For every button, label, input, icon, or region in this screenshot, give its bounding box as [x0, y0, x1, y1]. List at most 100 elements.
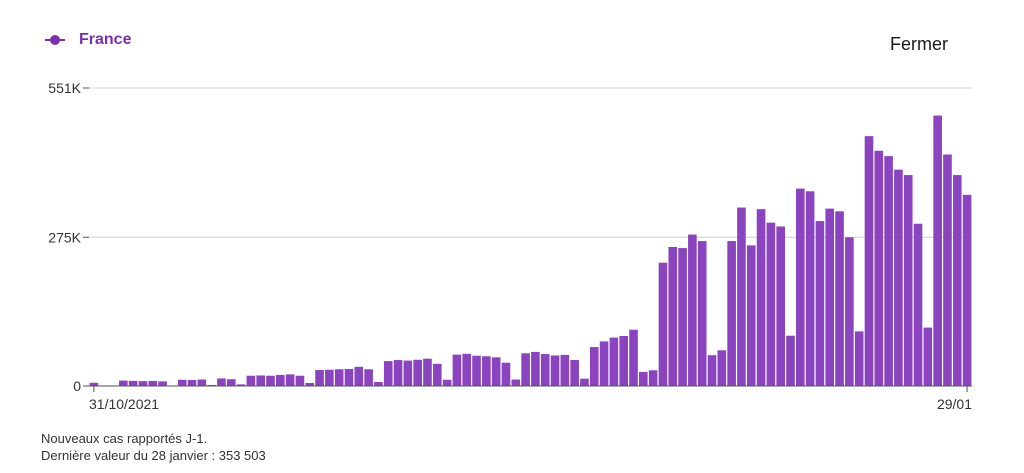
bar — [354, 366, 364, 386]
footnote-line-2: Dernière valeur du 28 janvier : 353 503 — [41, 448, 266, 463]
bar — [550, 355, 560, 386]
bar — [913, 223, 923, 386]
bar — [952, 175, 962, 386]
bar — [589, 347, 599, 386]
chart-legend: France — [45, 30, 131, 50]
bar — [442, 379, 452, 386]
bar — [158, 381, 167, 386]
bar — [894, 169, 903, 386]
x-tick-label-end: 29/01 — [937, 396, 972, 412]
bar — [776, 226, 785, 386]
footnote-line-1: Nouveaux cas rapportés J-1. — [41, 431, 208, 446]
bar — [697, 241, 707, 386]
bar — [943, 154, 952, 386]
bar — [452, 354, 462, 386]
bar — [246, 375, 256, 386]
bar — [393, 360, 403, 386]
bar — [648, 370, 658, 386]
bar — [315, 370, 324, 386]
bar — [511, 379, 521, 386]
x-tick-label-start: 31/10/2021 — [89, 396, 159, 412]
bar — [815, 221, 825, 386]
legend-series-label: France — [79, 31, 132, 48]
bar — [521, 353, 530, 386]
bar — [364, 369, 373, 386]
bar — [148, 380, 158, 386]
bar — [423, 358, 432, 386]
bar — [835, 211, 844, 386]
bar — [374, 381, 383, 386]
bar — [236, 384, 246, 386]
bar — [903, 175, 913, 386]
bar — [540, 354, 550, 386]
bar — [707, 355, 717, 386]
bar — [413, 359, 422, 386]
bar — [472, 355, 481, 386]
bar — [874, 150, 884, 386]
bar — [629, 329, 638, 386]
bar — [619, 335, 629, 386]
bar — [609, 337, 619, 386]
bar — [580, 378, 589, 386]
bar — [727, 241, 736, 386]
bar — [923, 327, 933, 386]
bar — [962, 194, 972, 386]
bar — [884, 156, 893, 386]
bar — [491, 357, 501, 386]
bar — [128, 380, 138, 386]
bar — [639, 371, 648, 386]
bar — [854, 331, 864, 386]
bar — [531, 351, 540, 386]
bar — [403, 360, 413, 386]
bar — [482, 356, 491, 386]
bar — [89, 382, 99, 386]
close-button[interactable]: Fermer — [890, 34, 948, 54]
bar — [276, 374, 285, 386]
bar — [285, 374, 295, 386]
y-tick-label: 0 — [73, 378, 81, 394]
bar — [786, 335, 795, 386]
bar — [796, 188, 805, 386]
bar — [746, 245, 756, 386]
bar — [217, 378, 226, 386]
y-tick-label: 275K — [48, 229, 81, 245]
bar — [599, 341, 609, 386]
bar — [432, 363, 442, 386]
bar — [305, 383, 315, 386]
bar — [756, 209, 766, 386]
legend-marker-icon — [45, 30, 65, 50]
bar — [334, 369, 344, 386]
bar — [668, 247, 678, 386]
bar — [344, 368, 354, 386]
bar — [678, 248, 687, 386]
bar — [825, 208, 835, 386]
bar — [501, 362, 511, 386]
bar — [688, 234, 697, 386]
bar — [256, 375, 265, 386]
bar — [462, 353, 472, 386]
bar — [933, 115, 942, 386]
bar — [177, 379, 187, 386]
chart-footnote: Nouveaux cas rapportés J-1. Dernière val… — [41, 430, 266, 464]
bar — [325, 369, 334, 386]
bar — [187, 380, 197, 386]
bar — [226, 379, 236, 386]
bar — [295, 375, 305, 386]
y-tick-label: 551K — [48, 80, 81, 96]
bar — [197, 379, 207, 386]
bar — [119, 380, 128, 386]
bar — [560, 354, 570, 386]
bar — [805, 191, 815, 386]
bar — [845, 237, 854, 386]
bar — [864, 136, 874, 386]
bar — [658, 262, 668, 386]
bar — [383, 361, 393, 386]
bar — [766, 222, 776, 386]
bar — [717, 350, 727, 386]
bar — [737, 207, 746, 386]
bar — [138, 381, 148, 386]
bar — [570, 360, 579, 386]
bar — [207, 384, 216, 386]
bar — [266, 375, 275, 386]
